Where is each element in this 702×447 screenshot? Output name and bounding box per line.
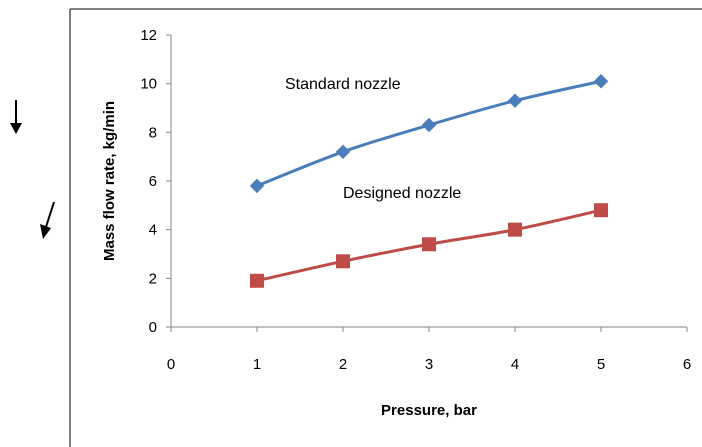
- y-tick-label: 8: [149, 124, 157, 141]
- x-tick-label: 1: [253, 356, 261, 373]
- series-label-designed: Designed nozzle: [343, 185, 461, 202]
- data-point-diamond: [593, 74, 609, 89]
- x-tick-label: 6: [683, 356, 691, 373]
- axes: [170, 35, 687, 328]
- data-point-diamond: [507, 93, 523, 108]
- data-point-square: [336, 254, 350, 269]
- x-tick-label: 4: [511, 356, 519, 373]
- y-tick-label: 12: [140, 27, 157, 44]
- data-point-square: [508, 222, 522, 237]
- x-axis-title: Pressure, bar: [381, 402, 477, 419]
- y-tick-label: 0: [149, 319, 157, 336]
- y-axis-title: Mass flow rate, kg/min: [101, 101, 118, 261]
- y-tick-label: 2: [149, 270, 157, 287]
- y-tick-label: 4: [149, 222, 157, 239]
- series-line-standard-nozzle: [256, 79, 602, 188]
- y-tick-label: 10: [140, 76, 157, 93]
- data-point-square: [422, 237, 436, 252]
- diagonal-arrow-icon: [40, 201, 55, 239]
- data-point-diamond: [421, 117, 437, 133]
- down-arrow-icon: [10, 100, 22, 134]
- data-point-diamond: [335, 144, 351, 160]
- y-tick-label: 6: [149, 173, 157, 190]
- data-point-square: [594, 203, 608, 218]
- series-label-standard: Standard nozzle: [285, 76, 401, 93]
- x-tick-label: 3: [425, 356, 433, 373]
- x-tick-label: 5: [597, 356, 605, 373]
- data-point-diamond: [249, 178, 265, 194]
- x-tick-label: 0: [167, 356, 175, 373]
- x-tick-label: 2: [339, 356, 347, 373]
- data-point-square: [250, 273, 264, 288]
- series-layer: [249, 74, 609, 288]
